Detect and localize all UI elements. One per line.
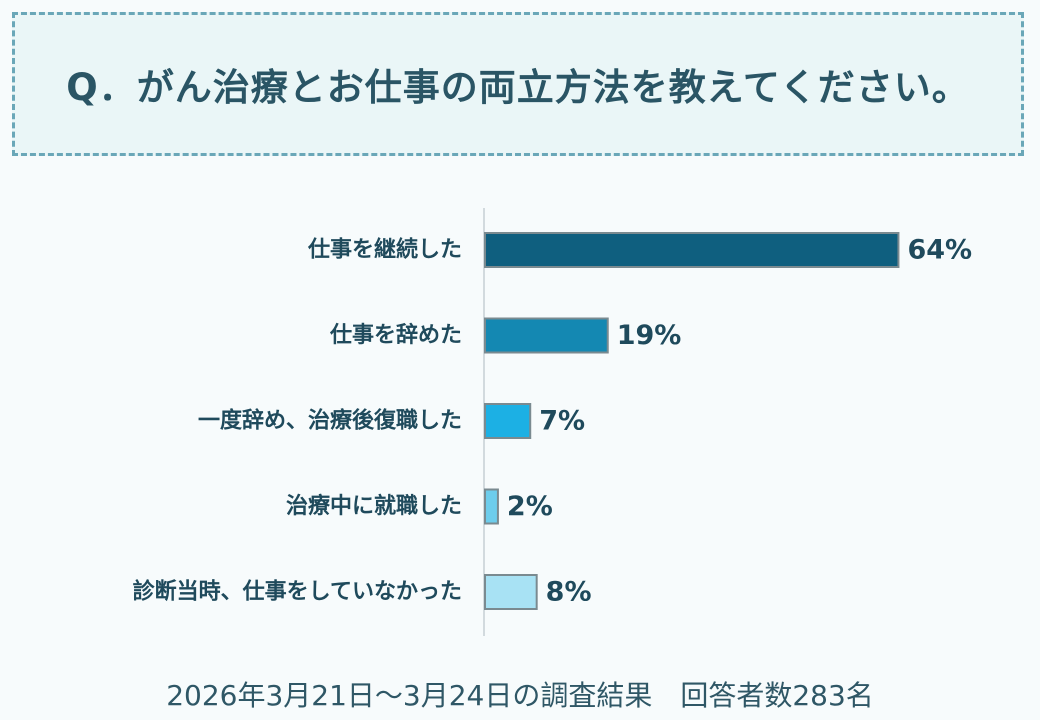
bar-chart: 仕事を継続した 64% 仕事を辞めた 19% 一度辞め、治療後復職した 7% 治療中に就職し… [133, 208, 972, 636]
category-label: 仕事を継続した [307, 237, 462, 263]
value-label: 7% [539, 406, 585, 437]
category-label: 一度辞め、治療後復職した [198, 408, 462, 434]
bar [484, 232, 900, 268]
category-label: 診断当時、仕事をしていなかった [133, 579, 462, 605]
question-box: Q．がん治療とお仕事の両立方法を教えてください。 [12, 12, 1024, 156]
bar [484, 403, 532, 439]
category-label: 仕事を辞めた [329, 322, 462, 348]
value-label: 19% [617, 320, 682, 351]
value-label: 2% [507, 491, 553, 522]
bar [484, 317, 609, 354]
value-label: 64% [907, 235, 972, 266]
question-title: Q．がん治療とお仕事の両立方法を教えてください。 [66, 66, 970, 109]
category-label: 治療中に就職した [286, 493, 462, 519]
bar [484, 574, 538, 610]
survey-footer: 2026年3月21日～3月24日の調査結果 回答者数283名 [166, 679, 874, 712]
value-label: 8% [546, 577, 592, 608]
bar [484, 488, 499, 525]
